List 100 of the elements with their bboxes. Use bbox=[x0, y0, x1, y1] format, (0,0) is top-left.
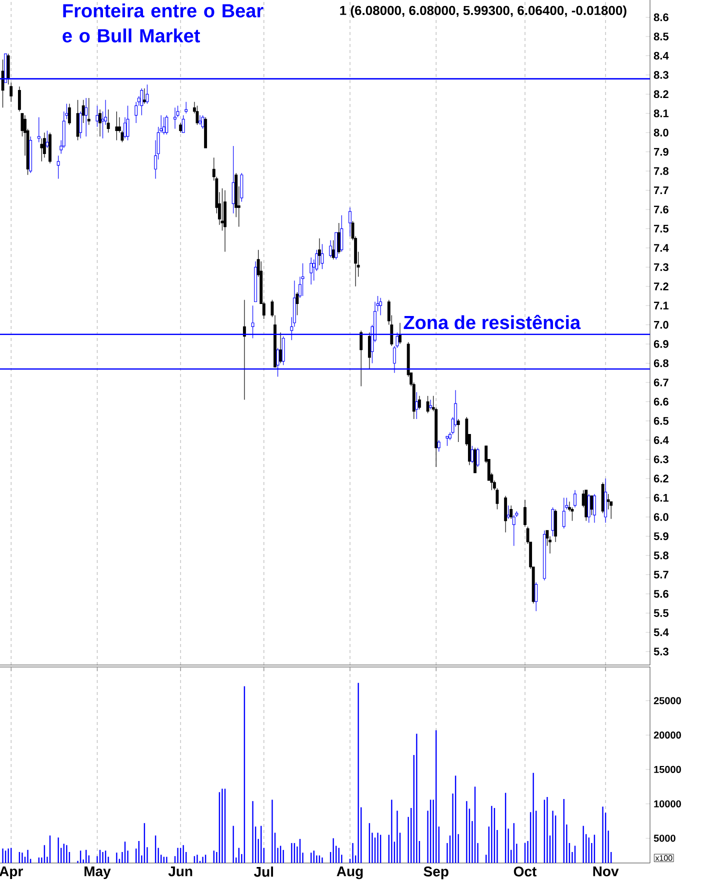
candlestick bbox=[340, 214, 344, 252]
candlestick bbox=[106, 109, 110, 133]
text: x100 bbox=[655, 855, 672, 861]
y-tick-label: 20000 bbox=[654, 732, 681, 739]
y-tick-label: 6.8 bbox=[654, 359, 668, 368]
candlestick bbox=[590, 496, 594, 516]
candlestick bbox=[196, 105, 199, 126]
candlestick bbox=[456, 418, 460, 442]
candlestick bbox=[446, 436, 449, 446]
y-tick-label: 6.6 bbox=[654, 398, 668, 406]
candlestick bbox=[512, 514, 516, 546]
candlestick bbox=[587, 494, 590, 524]
candlestick bbox=[418, 396, 421, 410]
candlestick bbox=[37, 116, 40, 143]
candlestick bbox=[426, 396, 430, 414]
y-tick-label: 6.1 bbox=[654, 494, 669, 502]
y-tick-label: 6.2 bbox=[654, 474, 668, 482]
y-tick-label: 8.1 bbox=[654, 110, 669, 118]
x-tick-label: Oct bbox=[514, 866, 536, 876]
candlestick bbox=[437, 440, 440, 452]
y-tick-label: 6.0 bbox=[654, 513, 668, 521]
candlestick bbox=[368, 332, 371, 370]
candlestick bbox=[398, 322, 402, 344]
candlestick bbox=[592, 494, 596, 524]
candlestick bbox=[240, 172, 244, 202]
candlestick bbox=[360, 330, 363, 387]
candlestick bbox=[76, 100, 80, 141]
y-tick-label: 5.7 bbox=[654, 570, 668, 578]
x-tick-label: Jun bbox=[168, 866, 192, 876]
y-tick-label: 7.2 bbox=[654, 282, 668, 290]
candlestick bbox=[562, 497, 566, 529]
y-tick-label: 8.3 bbox=[654, 71, 668, 79]
candlestick bbox=[140, 88, 144, 116]
candlestick bbox=[220, 188, 224, 231]
y-tick-label: 5.8 bbox=[654, 552, 668, 560]
candlestick bbox=[574, 490, 576, 508]
x-tick-label: Jul bbox=[254, 866, 274, 877]
ref-line-label: Fronteira entre o Bear e o Bull Market bbox=[62, 4, 264, 42]
x-tick-label: Sep bbox=[424, 866, 448, 880]
candlestick bbox=[40, 138, 44, 162]
candlestick bbox=[182, 115, 185, 133]
y-tick-label: 8.6 bbox=[654, 13, 668, 22]
candlestick bbox=[120, 130, 124, 143]
y-tick-label: 5.5 bbox=[654, 609, 669, 617]
candlestick bbox=[126, 105, 130, 141]
ref-line-label: Zona de resistência bbox=[404, 314, 581, 330]
y-tick-label: 6.3 bbox=[654, 455, 668, 464]
candlestick bbox=[320, 244, 324, 270]
candlestick bbox=[606, 494, 610, 510]
candlestick bbox=[179, 122, 182, 133]
y-tick-label: 15000 bbox=[654, 766, 681, 773]
candlestick bbox=[184, 102, 188, 114]
candlestick bbox=[96, 105, 99, 128]
candlestick bbox=[79, 111, 82, 139]
chart-title: 1 (6.08000, 6.08000, 5.99300, 6.06400, -0.01800) bbox=[340, 6, 626, 18]
y-tick-label: 10000 bbox=[654, 800, 681, 808]
candlestick bbox=[329, 240, 332, 258]
candlestick bbox=[476, 448, 480, 468]
y-tick-label: 6.9 bbox=[654, 340, 668, 348]
candlestick bbox=[348, 207, 352, 237]
y-tick-label: 7.5 bbox=[654, 224, 669, 233]
candlestick bbox=[279, 332, 282, 364]
candlestick bbox=[68, 103, 71, 126]
y-tick-label: 8.0 bbox=[654, 128, 668, 136]
candlestick bbox=[174, 107, 176, 130]
candlestick bbox=[524, 499, 526, 527]
y-tick-label: 7.8 bbox=[654, 167, 668, 175]
y-tick-label: 7.4 bbox=[654, 244, 669, 252]
candlestick bbox=[98, 109, 102, 137]
y-tick-label: 8.4 bbox=[654, 52, 669, 60]
candlestick bbox=[296, 292, 299, 316]
candlestick bbox=[242, 300, 246, 400]
candlestick bbox=[87, 98, 90, 126]
y-tick-label: 7.6 bbox=[654, 206, 668, 214]
x-tick-label: Nov bbox=[593, 866, 619, 876]
candlestick bbox=[56, 155, 60, 180]
candlestick bbox=[301, 263, 304, 296]
x-tick-label: May bbox=[84, 866, 111, 880]
y-tick-label: 5.4 bbox=[654, 628, 669, 636]
candlestick bbox=[18, 86, 21, 112]
candlestick bbox=[165, 115, 168, 135]
y-tick-label: 7.9 bbox=[654, 148, 668, 156]
y-tick-label: 7.1 bbox=[654, 302, 669, 310]
candlestick bbox=[379, 298, 382, 316]
y-tick-label: 25000 bbox=[654, 697, 681, 704]
candlestick bbox=[198, 115, 202, 126]
candlestick bbox=[534, 582, 538, 612]
y-tick-label: 7.7 bbox=[654, 186, 668, 194]
y-tick-label: 8.2 bbox=[654, 90, 668, 98]
y-tick-label: 7.3 bbox=[654, 263, 668, 272]
candlestick bbox=[6, 54, 10, 85]
candlestick bbox=[10, 82, 13, 102]
y-tick-label: 8.5 bbox=[654, 32, 669, 40]
candlestick bbox=[510, 505, 513, 520]
y-tick-label: 5.3 bbox=[654, 648, 668, 656]
x-tick-label: Aug bbox=[336, 866, 363, 880]
candlestick bbox=[84, 98, 88, 137]
candlestick bbox=[470, 446, 474, 464]
y-tick-label: 6.7 bbox=[654, 378, 668, 386]
candlestick bbox=[310, 257, 313, 285]
